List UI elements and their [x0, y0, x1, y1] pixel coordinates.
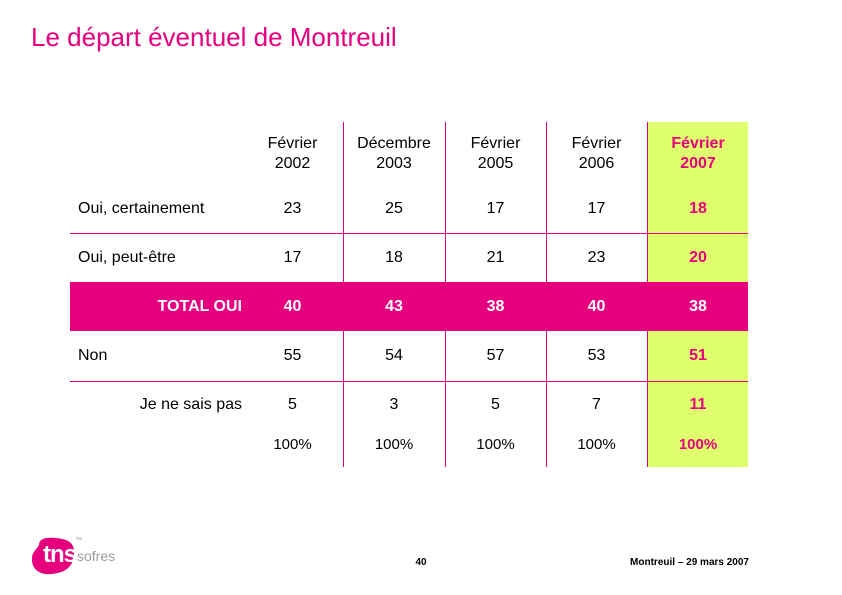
table-cell: 54: [385, 347, 403, 364]
total-percent: 100%: [577, 436, 616, 453]
table-cell-highlight: 51: [689, 347, 707, 364]
table-cell: 21: [486, 249, 505, 266]
table-cell: 17: [587, 200, 606, 217]
column-header: Février 2005: [445, 132, 546, 176]
row-divider: [70, 233, 748, 234]
table-cell: 5: [288, 396, 297, 413]
total-percent: 100%: [273, 436, 312, 453]
table-cell: 23: [283, 200, 302, 217]
row-label: Non: [78, 347, 108, 364]
column-divider: [445, 122, 446, 467]
page-number: 40: [415, 557, 427, 568]
footer-caption: Montreuil – 29 mars 2007: [630, 557, 749, 568]
total-percent-highlight: 100%: [678, 436, 718, 453]
logo-sub: sofres: [77, 548, 116, 564]
table-cell: 7: [592, 396, 601, 413]
logo-trademark: ™: [75, 537, 82, 544]
column-header-year: 2005: [477, 155, 514, 172]
table-cell: 57: [486, 347, 505, 364]
table-cell: 17: [283, 249, 302, 266]
logo-brand: tns: [43, 541, 77, 568]
row-label: Oui, certainement: [78, 200, 205, 217]
table-cell: 18: [385, 249, 403, 266]
table-cell: 55: [283, 347, 302, 364]
row-label: Je ne sais pas: [139, 396, 242, 413]
table-cell-total: 40: [283, 297, 302, 315]
table-cell: 23: [587, 249, 606, 266]
table-cell: 5: [491, 396, 500, 413]
column-header-year: 2007: [680, 155, 716, 172]
row-label: Oui, peut-être: [78, 249, 176, 266]
row-divider: [70, 381, 748, 382]
column-header: Décembre 2003: [343, 132, 445, 176]
total-oui-band: [70, 282, 748, 331]
table-cell-highlight: 18: [689, 200, 707, 217]
column-header-year: 2006: [578, 155, 615, 172]
column-header-month: Février: [571, 135, 622, 152]
table-cell-highlight: 11: [689, 396, 707, 413]
column-divider: [647, 122, 648, 467]
table-cell-total: 43: [385, 297, 403, 315]
column-header-month: Décembre: [357, 135, 431, 152]
total-percent: 100%: [476, 436, 515, 453]
table-cell: 53: [587, 347, 606, 364]
column-divider: [343, 122, 344, 467]
logo-blob-icon: [31, 537, 75, 575]
row-label-total: TOTAL OUI: [157, 297, 242, 315]
column-header: Février 2002: [242, 132, 343, 176]
column-header-month: Février: [267, 135, 318, 152]
table-cell-total: 38: [689, 297, 707, 315]
table-cell-total: 40: [587, 297, 606, 315]
column-header-highlight: Février 2007: [648, 132, 748, 176]
column-divider: [546, 122, 547, 467]
table-cell-total: 38: [486, 297, 505, 315]
page-title: Le départ éventuel de Montreuil: [31, 22, 397, 52]
table-cell: 3: [389, 396, 399, 413]
table-cell-highlight: 20: [689, 249, 707, 266]
column-header-year: 2002: [274, 155, 311, 172]
table-cell: 25: [385, 200, 403, 217]
column-header: Février 2006: [546, 132, 647, 176]
column-header-year: 2003: [376, 155, 412, 172]
total-percent: 100%: [374, 436, 414, 453]
tns-sofres-logo: tns sofres ™: [29, 537, 119, 577]
column-header-month: Février: [470, 135, 521, 152]
table-cell: 17: [486, 200, 505, 217]
column-header-month: Février: [671, 135, 725, 152]
